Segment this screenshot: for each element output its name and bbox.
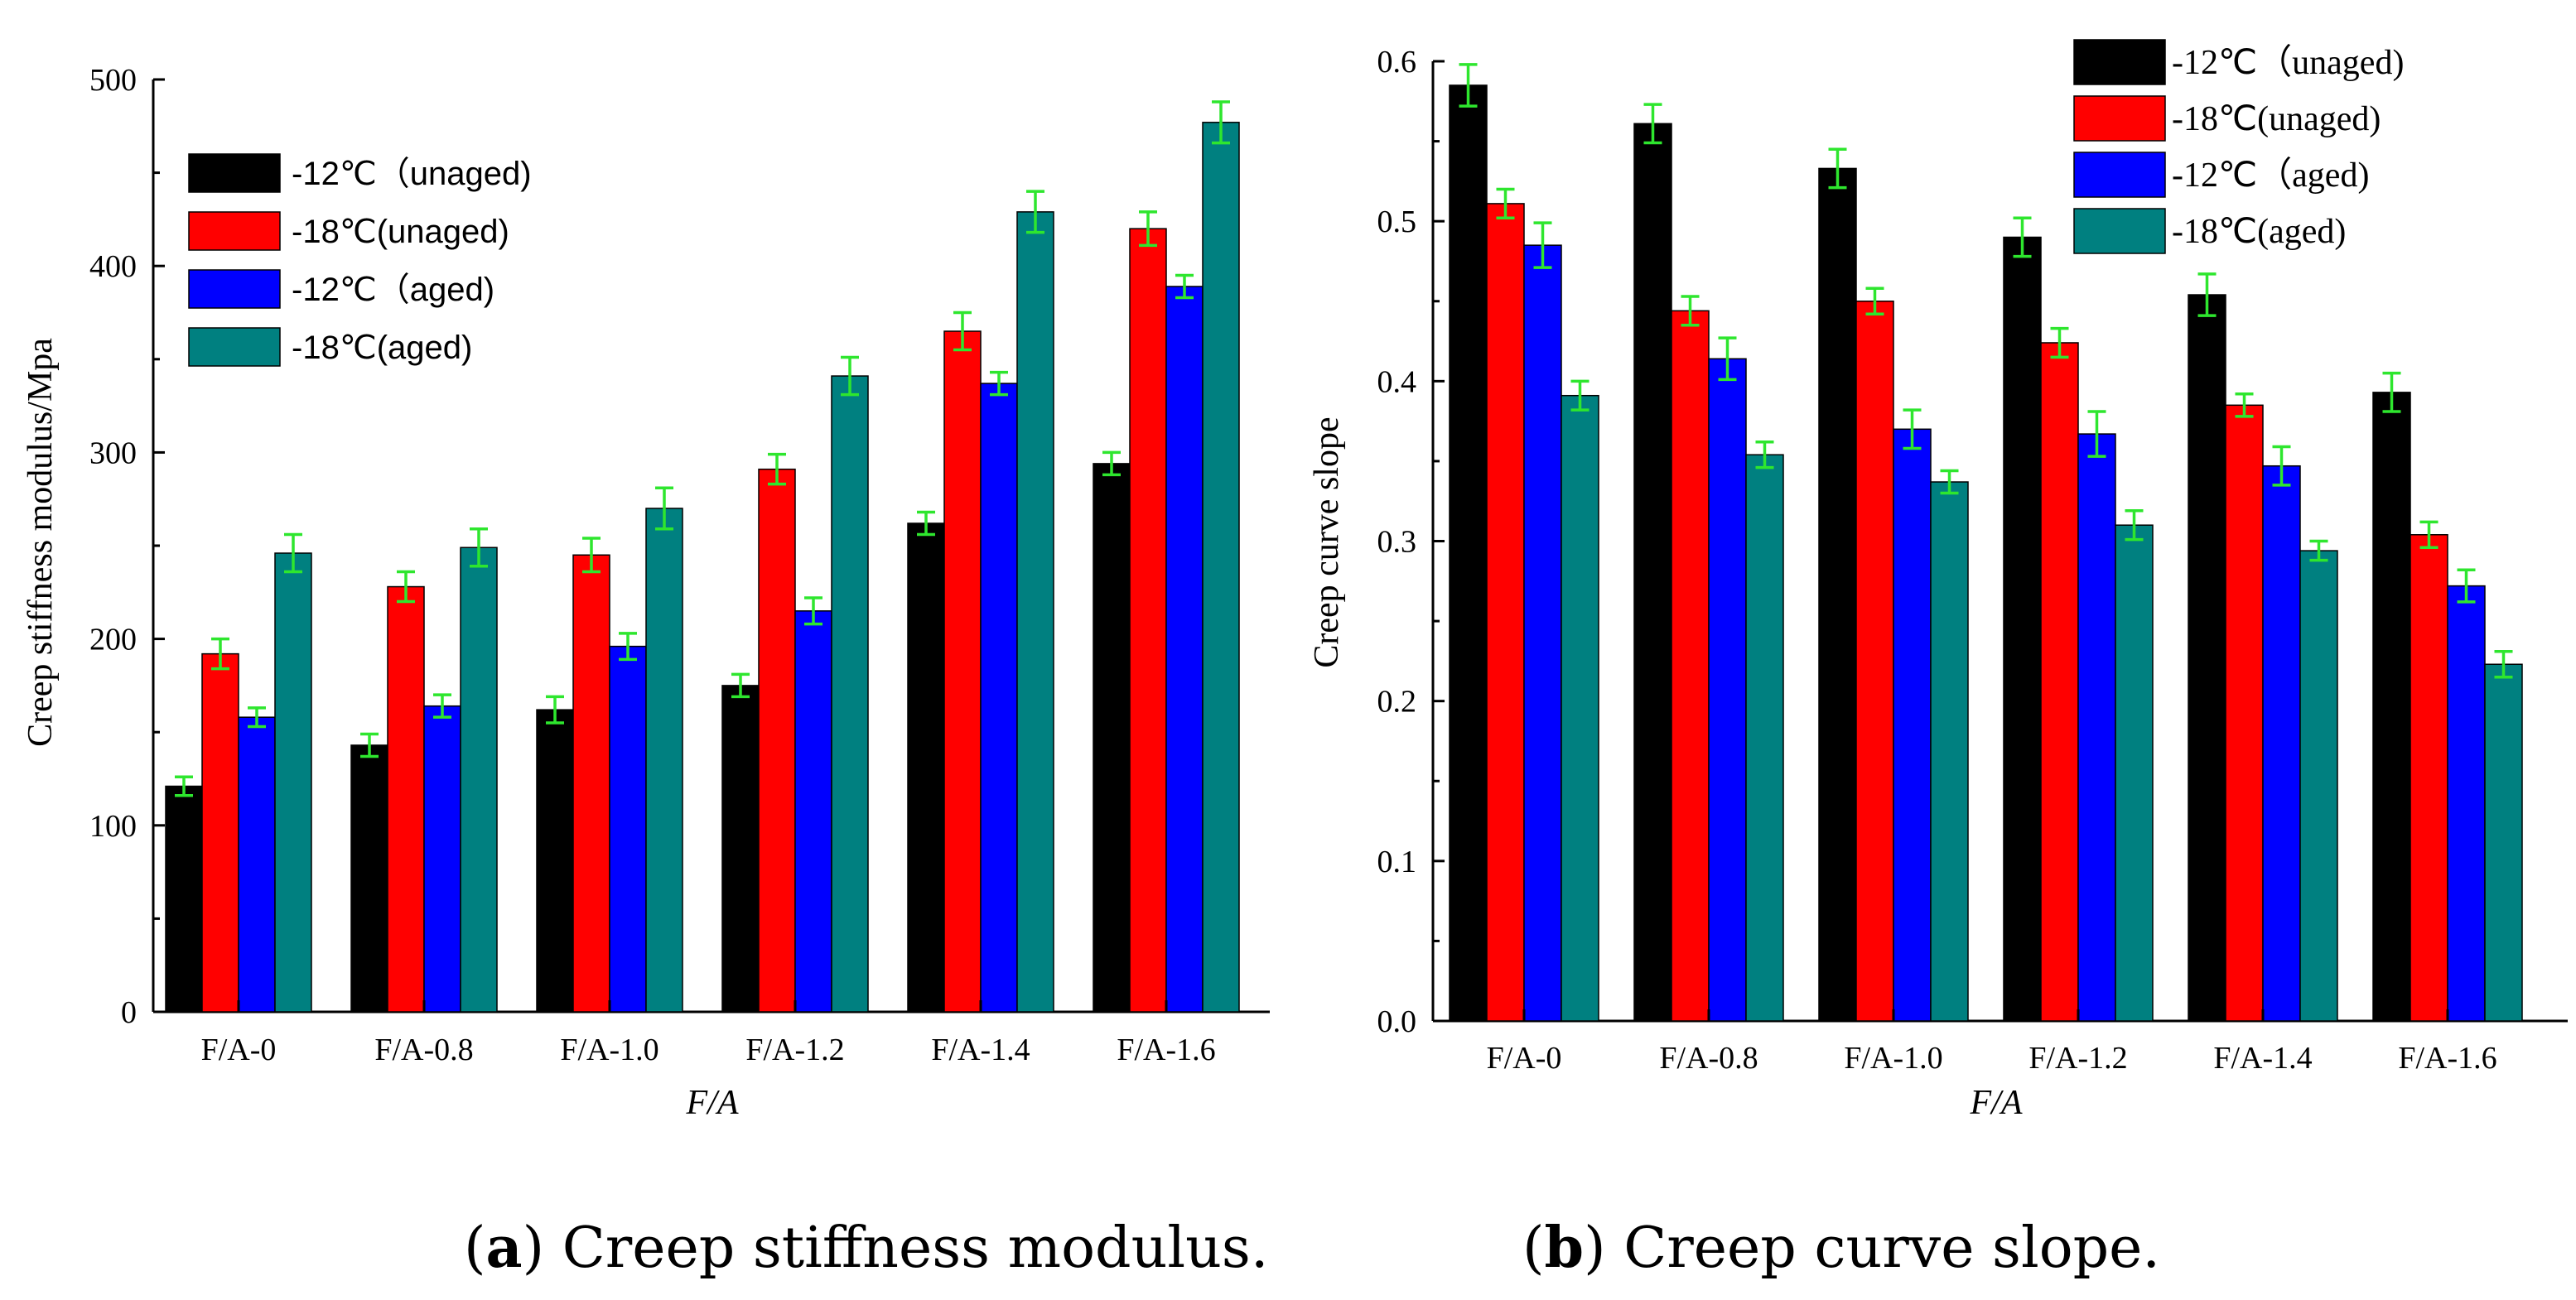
x-tick-label: F/A-1.6	[1117, 1033, 1215, 1067]
bar	[2372, 392, 2411, 1022]
bar	[1486, 203, 1525, 1022]
bar	[1202, 122, 1240, 1013]
y-tick-label: 0.6	[1377, 45, 1417, 79]
bar	[1561, 394, 1599, 1022]
bar	[2188, 294, 2226, 1022]
bar	[721, 685, 760, 1013]
y-tick-label: 0	[121, 995, 137, 1030]
y-tick-label: 300	[89, 436, 137, 470]
bar	[2299, 550, 2338, 1022]
bar	[1523, 244, 1562, 1022]
bar	[536, 709, 574, 1013]
legend-label: -12℃（unaged)	[292, 156, 532, 192]
bar	[1745, 454, 1784, 1022]
y-tick-label: 0.2	[1377, 685, 1417, 720]
bar	[1855, 301, 1894, 1022]
bar	[1093, 463, 1131, 1013]
y-axis-title: Creep curve slope	[1308, 416, 1346, 667]
bar	[1671, 310, 1710, 1022]
caption-a: (a) Creep stiffness modulus.	[464, 1215, 1268, 1281]
y-tick-label: 500	[89, 63, 137, 98]
legend-label: -12℃（aged)	[2172, 156, 2369, 195]
y-tick-label: 200	[89, 623, 137, 657]
legend-swatch	[2073, 208, 2166, 254]
legend-swatch	[188, 211, 281, 251]
legend-label: -18℃(aged)	[2172, 213, 2346, 251]
legend-label: -12℃（aged)	[292, 272, 494, 308]
x-tick-label: F/A-0.8	[374, 1033, 473, 1067]
bar	[831, 375, 869, 1013]
bar	[387, 585, 425, 1013]
bar	[2225, 404, 2264, 1022]
x-tick-label: F/A-1.6	[2398, 1041, 2496, 1076]
bar	[350, 744, 388, 1013]
y-axis-title: Creep stiffness modulus/Mpa	[22, 338, 60, 747]
bar	[1129, 228, 1167, 1013]
bar	[609, 645, 647, 1013]
caption-b: (b) Creep curve slope.	[1522, 1215, 2160, 1281]
legend-swatch	[188, 269, 281, 309]
x-tick-label: F/A-1.4	[931, 1033, 1030, 1067]
y-tick-label: 0.1	[1377, 845, 1417, 879]
bar	[2077, 433, 2116, 1022]
bar	[572, 554, 610, 1013]
bar	[1016, 211, 1054, 1013]
bar	[460, 546, 498, 1013]
y-tick-label: 0.0	[1377, 1004, 1417, 1039]
chart-creep-slope: 0.0 0.1 0.2 0.3 0.4 0.5 0.6 F/A-0 F/A-0.8 F/A-1.0…	[1308, 39, 2568, 1122]
bar	[2410, 534, 2448, 1022]
bar	[2484, 663, 2523, 1022]
bar	[1818, 167, 1857, 1022]
legend-swatch	[2073, 39, 2166, 85]
x-tick-label: F/A-1.0	[1844, 1041, 1942, 1076]
bar	[423, 705, 461, 1013]
y-tick-label: 0.3	[1377, 525, 1417, 560]
legend-label: -12℃（unaged)	[2172, 44, 2404, 82]
y-tick-label: 100	[89, 809, 137, 844]
x-tick-label: F/A-1.2	[2028, 1041, 2127, 1076]
bar	[201, 652, 239, 1013]
y-tick-label: 0.4	[1377, 364, 1417, 399]
bar	[1893, 428, 1932, 1022]
x-tick-label: F/A-1.2	[745, 1033, 844, 1067]
legend-label: -18℃(aged)	[292, 330, 472, 366]
bar	[1449, 84, 1488, 1022]
bar	[2447, 585, 2486, 1022]
legend-label: -18℃(unaged)	[292, 214, 509, 250]
x-axis-title: F/A	[686, 1084, 739, 1122]
x-tick-label: F/A-0	[201, 1033, 277, 1067]
bar	[238, 716, 276, 1013]
bar	[794, 610, 832, 1013]
legend-swatch	[188, 153, 281, 193]
bar	[2115, 524, 2154, 1022]
y-tick-label: 400	[89, 249, 137, 284]
x-tick-label: F/A-0.8	[1659, 1041, 1758, 1076]
bar	[1708, 358, 1747, 1022]
bar	[943, 330, 982, 1013]
bar	[2040, 342, 2079, 1022]
legend-swatch	[2073, 152, 2166, 198]
bar	[980, 383, 1018, 1013]
y-tick-label: 0.5	[1377, 205, 1417, 239]
bar	[2262, 465, 2301, 1022]
legend-swatch	[188, 327, 281, 367]
bar	[2003, 236, 2042, 1022]
x-axis-title: F/A	[1970, 1084, 2023, 1122]
bar	[165, 785, 203, 1013]
x-tick-label: F/A-1.4	[2213, 1041, 2312, 1076]
bar	[1930, 481, 1969, 1022]
x-tick-label: F/A-1.0	[560, 1033, 658, 1067]
bar	[907, 522, 945, 1013]
bar	[1633, 123, 1672, 1022]
bar	[645, 508, 683, 1013]
legend-swatch	[2073, 95, 2166, 142]
legend-label: -18℃(unaged)	[2172, 100, 2381, 138]
x-tick-label: F/A-0	[1487, 1041, 1562, 1076]
bar	[274, 552, 312, 1013]
bar	[758, 468, 796, 1013]
bar	[1165, 286, 1204, 1013]
